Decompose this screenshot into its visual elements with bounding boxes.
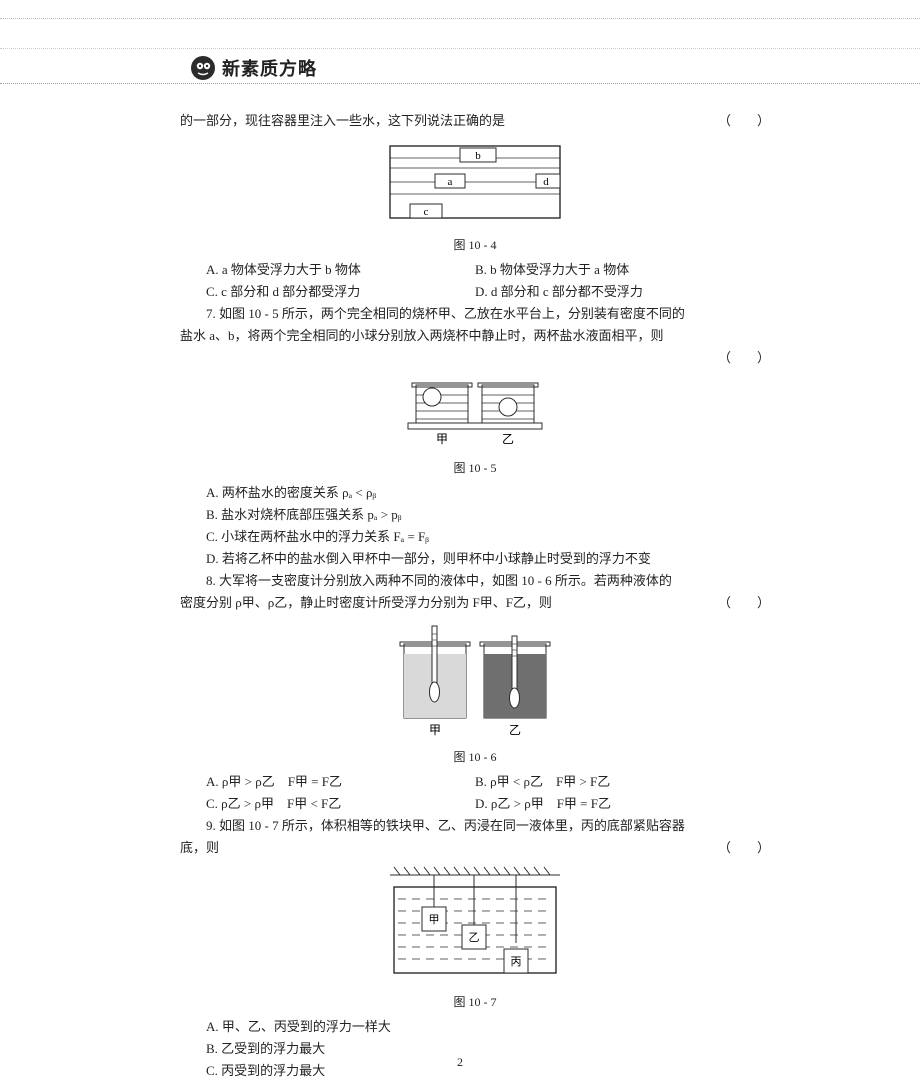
svg-text:a: a: [448, 176, 453, 188]
q6-options-row1: A. a 物体受浮力大于 b 物体 B. b 物体受浮力大于 a 物体: [180, 259, 770, 281]
q8-opt-a: A. ρ甲 > ρ乙 F甲 = F乙: [180, 771, 475, 793]
q9-paren: （ ）: [718, 837, 770, 859]
q6-opt-b: B. b 物体受浮力大于 a 物体: [475, 259, 770, 281]
q9-stem-2-text: 底，则: [180, 840, 219, 855]
q8-opt-d: D. ρ乙 > ρ甲 F甲 = F乙: [475, 793, 770, 815]
q6-paren: （ ）: [718, 110, 770, 132]
figure-10-5: 甲 乙: [180, 375, 770, 455]
q7-stem-1: 7. 如图 10 - 5 所示，两个完全相同的烧杯甲、乙放在水平台上，分别装有密…: [180, 303, 770, 325]
svg-text:丙: 丙: [511, 956, 522, 968]
q8-opt-c: C. ρ乙 > ρ甲 F甲 < F乙: [180, 793, 475, 815]
q7-paren-line: （ ）: [180, 347, 770, 369]
figure-10-7: 甲 乙 丙: [180, 865, 770, 989]
brand-text: 新素质方略: [222, 55, 317, 81]
q6-opt-c: C. c 部分和 d 部分都受浮力: [180, 281, 475, 303]
q9-stem-1: 9. 如图 10 - 7 所示，体积相等的铁块甲、乙、丙浸在同一液体里，丙的底部…: [180, 815, 770, 837]
q7-paren: （ ）: [718, 347, 770, 369]
figure-10-5-caption: 图 10 - 5: [180, 459, 770, 476]
figure-10-7-caption: 图 10 - 7: [180, 993, 770, 1010]
q6-stem-text: 的一部分，现往容器里注入一些水，这下列说法正确的是: [180, 113, 505, 128]
q9-stem-2: 底，则 （ ）: [180, 837, 770, 859]
page-content: 的一部分，现往容器里注入一些水，这下列说法正确的是 （ ） b a d c 图 …: [180, 110, 770, 1082]
figure-10-4-caption: 图 10 - 4: [180, 236, 770, 253]
q7-stem-2: 盐水 a、b，将两个完全相同的小球分别放入两烧杯中静止时，两杯盐水液面相平，则: [180, 325, 770, 347]
q7-opt-d: D. 若将乙杯中的盐水倒入甲杯中一部分，则甲杯中小球静止时受到的浮力不变: [180, 548, 770, 570]
page-number: 2: [0, 1055, 920, 1070]
svg-text:乙: 乙: [509, 723, 521, 737]
q6-opt-a: A. a 物体受浮力大于 b 物体: [180, 259, 475, 281]
q6-opt-d: D. d 部分和 c 部分都不受浮力: [475, 281, 770, 303]
q8-stem-2: 密度分别 ρ甲、ρ乙，静止时密度计所受浮力分别为 F甲、F乙，则 （ ）: [180, 592, 770, 614]
q6-options-row2: C. c 部分和 d 部分都受浮力 D. d 部分和 c 部分都不受浮力: [180, 281, 770, 303]
q8-opt-b: B. ρ甲 < ρ乙 F甲 > F乙: [475, 771, 770, 793]
svg-text:乙: 乙: [502, 432, 514, 446]
q7-opt-c: C. 小球在两杯盐水中的浮力关系 Fₐ = Fᵦ: [180, 526, 770, 548]
q8-options-row1: A. ρ甲 > ρ乙 F甲 = F乙 B. ρ甲 < ρ乙 F甲 > F乙: [180, 771, 770, 793]
header-band: 新素质方略: [0, 0, 920, 84]
q8-stem-2-text: 密度分别 ρ甲、ρ乙，静止时密度计所受浮力分别为 F甲、F乙，则: [180, 595, 552, 610]
q6-stem: 的一部分，现往容器里注入一些水，这下列说法正确的是 （ ）: [180, 110, 770, 132]
figure-10-6: 甲 乙: [180, 620, 770, 744]
brand: 新素质方略: [190, 55, 317, 81]
figure-10-6-caption: 图 10 - 6: [180, 748, 770, 765]
figure-10-4: b a d c: [180, 138, 770, 232]
q9-opt-a: A. 甲、乙、丙受到的浮力一样大: [180, 1016, 770, 1038]
brand-logo-icon: [190, 55, 216, 81]
svg-text:甲: 甲: [429, 723, 441, 737]
q7-opt-b: B. 盐水对烧杯底部压强关系 pₐ > pᵦ: [180, 504, 770, 526]
q8-options-row2: C. ρ乙 > ρ甲 F甲 < F乙 D. ρ乙 > ρ甲 F甲 = F乙: [180, 793, 770, 815]
q8-stem-1: 8. 大军将一支密度计分别放入两种不同的液体中，如图 10 - 6 所示。若两种…: [180, 570, 770, 592]
svg-text:甲: 甲: [429, 914, 440, 926]
svg-text:甲: 甲: [436, 432, 448, 446]
q8-paren: （ ）: [718, 592, 770, 614]
svg-text:乙: 乙: [469, 931, 480, 944]
svg-text:b: b: [475, 150, 481, 162]
svg-text:d: d: [543, 176, 549, 188]
svg-text:c: c: [424, 206, 429, 218]
q7-opt-a: A. 两杯盐水的密度关系 ρₐ < ρᵦ: [180, 482, 770, 504]
